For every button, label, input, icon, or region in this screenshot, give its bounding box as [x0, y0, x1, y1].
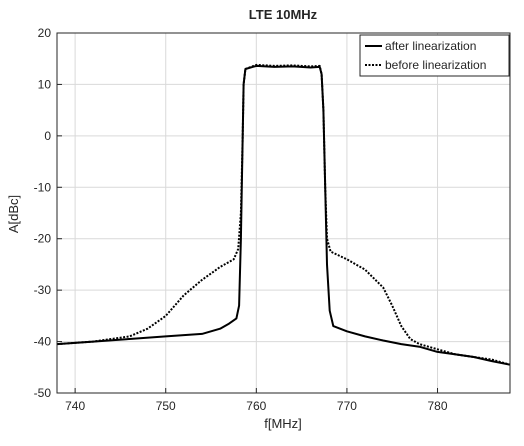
- legend-box: [359, 34, 510, 77]
- legend: after linearization before linearization: [359, 34, 510, 77]
- y-axis-label: A[dBc]: [6, 195, 21, 233]
- chart-title: LTE 10MHz: [249, 7, 318, 22]
- y-tick-label: -20: [34, 232, 52, 246]
- series-line-before-linearization: [56, 63, 511, 366]
- y-tick-label: -40: [34, 335, 52, 349]
- legend-label-after-linearization: after linearization: [385, 39, 476, 53]
- y-tick-label: -10: [34, 180, 52, 194]
- x-tick-label: 770: [337, 399, 357, 413]
- y-axis-ticks: 20 10 0 -10 -20 -30 -40 -50: [34, 26, 62, 400]
- x-tick-label: 780: [428, 399, 448, 413]
- x-axis-label: f[MHz]: [264, 416, 302, 431]
- x-tick-label: 760: [246, 399, 266, 413]
- x-axis-ticks: 740 750 760 770 780: [65, 388, 448, 413]
- plot-frame: [56, 32, 511, 394]
- legend-label-before-linearization: before linearization: [385, 58, 486, 72]
- x-tick-label: 750: [156, 399, 176, 413]
- y-tick-label: 20: [38, 26, 52, 40]
- y-tick-label: 10: [38, 77, 52, 91]
- y-tick-label: 0: [44, 129, 51, 143]
- series-line-after-linearization: [56, 64, 511, 366]
- y-tick-label: -50: [34, 386, 52, 400]
- x-tick-label: 740: [65, 399, 85, 413]
- series-lines: [56, 63, 511, 366]
- y-tick-label: -30: [34, 283, 52, 297]
